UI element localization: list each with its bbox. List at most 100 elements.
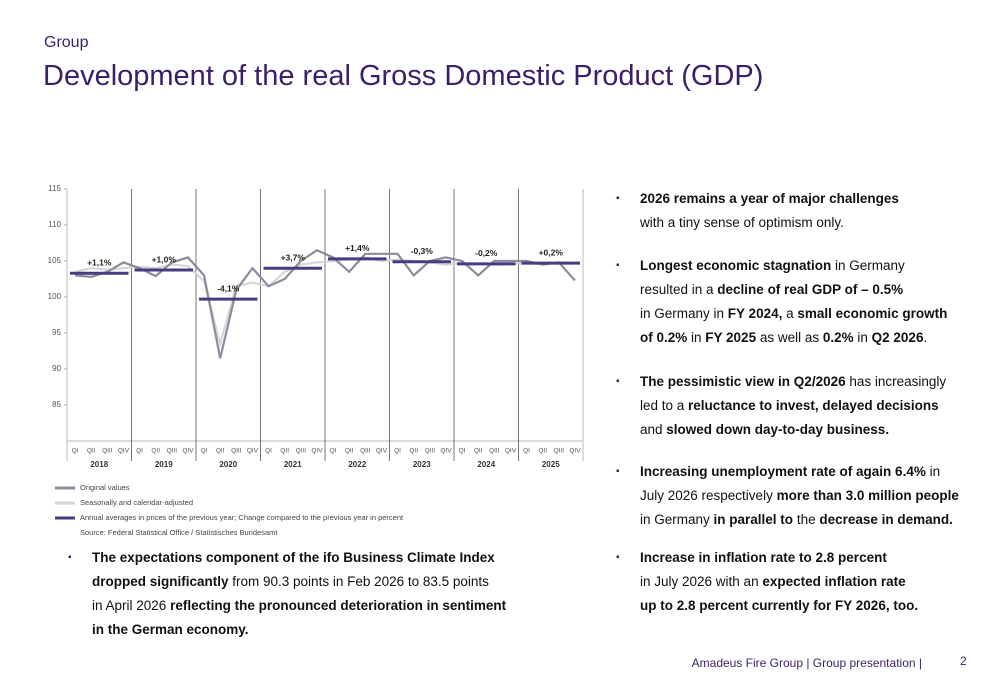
text-segment: in <box>853 330 872 345</box>
annotation: +1,4% <box>345 243 370 253</box>
bullet-line: Increase in inflation rate to 2.8 percen… <box>640 546 918 570</box>
bullet-line: and slowed down day-to-day business. <box>640 418 946 442</box>
annotation: +1,0% <box>152 254 177 264</box>
year-label: 2024 <box>477 460 495 469</box>
bullet: ▪ Longest economic stagnation in Germany r… <box>616 254 947 350</box>
text-segment: in Germany <box>831 258 905 273</box>
y-tick-label: 110 <box>48 220 61 229</box>
x-tick-label: QIII <box>489 448 500 455</box>
bullet-line: The expectations component of the ifo Bu… <box>92 546 506 570</box>
x-tick-label: QIII <box>360 448 371 455</box>
x-tick-label: QII <box>280 448 289 455</box>
year-label: 2021 <box>284 460 302 469</box>
legend-label: Seasonally and calendar-adjusted <box>80 498 193 507</box>
bullet-line: in Germany in FY 2024, a small economic … <box>640 302 947 326</box>
bullet: ▪ Increase in inflation rate to 2.8 perce… <box>616 546 918 618</box>
bullet-line: July 2026 respectively more than 3.0 mil… <box>640 484 959 508</box>
x-tick-label: QIV <box>311 448 323 455</box>
text-segment: more than 3.0 million people <box>776 488 959 503</box>
y-tick-label: 90 <box>52 364 61 373</box>
text-segment: 0.2% <box>822 330 854 345</box>
x-tick-label: QIV <box>118 448 130 455</box>
x-tick-label: QI <box>201 448 208 455</box>
x-tick-label: QI <box>265 448 272 455</box>
text-segment: Q2 2026 <box>871 330 924 345</box>
annotation: -0,3% <box>411 246 434 256</box>
bullet-marker: ▪ <box>616 376 620 387</box>
text-segment: of 0.2% <box>640 330 688 345</box>
bullet-line: in July 2026 with an expected inflation … <box>640 570 918 594</box>
bullet-line: in April 2026 reflecting the pronounced … <box>92 594 506 618</box>
y-tick-label: 85 <box>52 400 61 409</box>
x-tick-label: QIII <box>296 448 307 455</box>
year-label: 2019 <box>155 460 173 469</box>
bullet-marker: ▪ <box>68 552 72 563</box>
text-segment: decrease in demand. <box>819 512 953 527</box>
bullet-line: dropped significantly from 90.3 points i… <box>92 570 506 594</box>
text-segment: Increase in inflation rate to 2.8 percen… <box>640 550 887 565</box>
x-tick-label: QI <box>394 448 401 455</box>
bullet-line: Longest economic stagnation in Germany <box>640 254 947 278</box>
x-tick-label: QIII <box>554 448 565 455</box>
text-segment: in Germany in <box>640 306 728 321</box>
x-tick-label: QII <box>151 448 160 455</box>
text-segment: has increasingly <box>845 374 947 389</box>
text-segment: the <box>793 512 820 527</box>
bullet-line: up to 2.8 percent currently for FY 2026,… <box>640 594 918 618</box>
x-tick-label: QI <box>72 448 79 455</box>
x-tick-label: QII <box>216 448 225 455</box>
kicker: Group <box>44 34 89 51</box>
x-tick-label: QIV <box>505 448 517 455</box>
text-segment: in Germany <box>640 512 714 527</box>
text-segment: led to a <box>640 398 689 413</box>
y-tick-label: 105 <box>48 256 62 265</box>
bullet: ▪ The pessimistic view in Q2/2026 has inc… <box>616 370 946 442</box>
footer: Amadeus Fire Group | Group presentation … <box>691 656 922 670</box>
text-segment: reluctance to invest, delayed decisions <box>688 398 939 413</box>
x-tick-label: QIII <box>425 448 436 455</box>
x-tick-label: QIV <box>569 448 581 455</box>
x-tick-label: QIV <box>440 448 452 455</box>
text-segment: a <box>782 306 798 321</box>
annotation: -0,2% <box>475 248 498 258</box>
text-segment: in <box>925 464 941 479</box>
bullet-line: in the German economy. <box>92 618 506 642</box>
text-segment: in April 2026 <box>92 598 171 613</box>
bullet: ▪ Increasing unemployment rate of again 6… <box>616 460 959 532</box>
x-tick-label: QII <box>345 448 354 455</box>
x-tick-label: QI <box>330 448 337 455</box>
text-segment: The pessimistic view in Q2/2026 <box>640 374 846 389</box>
text-segment: . <box>923 330 928 345</box>
bullet: ▪ 2026 remains a year of major challenges… <box>616 187 899 235</box>
annotation: +3,7% <box>281 252 306 262</box>
text-segment: reflecting the pronounced deterioration … <box>170 598 507 613</box>
text-segment: and <box>640 422 667 437</box>
text-segment: as well as <box>756 330 823 345</box>
legend-label: Original values <box>80 483 130 492</box>
x-tick-label: QII <box>474 448 483 455</box>
x-tick-label: QIII <box>231 448 242 455</box>
legend-label: Annual averages in prices of the previou… <box>80 513 404 522</box>
x-tick-label: QII <box>538 448 547 455</box>
y-tick-label: 115 <box>48 184 61 193</box>
year-label: 2020 <box>219 460 237 469</box>
text-segment: with a tiny sense of optimism only. <box>640 215 844 230</box>
text-segment: The expectations component of the ifo Bu… <box>92 550 495 565</box>
bullet-line: 2026 remains a year of major challenges <box>640 187 899 211</box>
year-label: 2025 <box>542 460 560 469</box>
text-segment: in the German economy. <box>92 622 249 637</box>
bullet-line: The pessimistic view in Q2/2026 has incr… <box>640 370 946 394</box>
bullet-marker: ▪ <box>616 466 620 477</box>
text-segment: 2026 remains a year of major challenges <box>640 191 899 206</box>
x-tick-label: QIV <box>182 448 194 455</box>
x-tick-label: QIV <box>247 448 259 455</box>
year-label: 2018 <box>90 460 108 469</box>
text-segment: dropped significantly <box>92 574 229 589</box>
bullet-marker: ▪ <box>616 193 620 204</box>
x-tick-label: QII <box>87 448 96 455</box>
text-segment: in <box>687 330 706 345</box>
year-label: 2023 <box>413 460 431 469</box>
chart: 85 90 95 100 105 110 115 2018 2019 2020 2021 2022 20… <box>48 184 584 537</box>
x-tick-label: QIII <box>102 448 113 455</box>
